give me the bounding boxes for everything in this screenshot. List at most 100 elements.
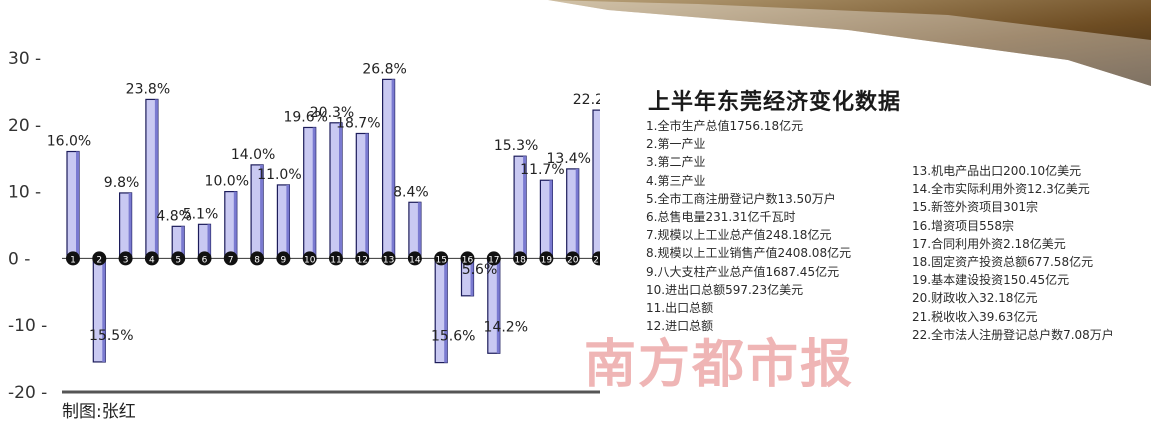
bar-number-label: 14: [409, 255, 421, 265]
chart-credit: 制图:张红: [62, 402, 136, 422]
bar: [592, 109, 600, 260]
bar-value-label: 8.4%: [393, 184, 429, 200]
bar-number-label: 8: [254, 255, 260, 265]
bar-value-label: 11.0%: [257, 167, 301, 183]
bar-number-label: 12: [357, 255, 368, 265]
legend-item: 10.进出口总额597.23亿美元: [646, 282, 804, 297]
bar-number-badge: [92, 251, 107, 266]
bar-value-label: 16.0%: [47, 134, 91, 150]
bar-value-label: 20.3%: [310, 105, 354, 121]
bar-value-label: 19.6%: [283, 109, 327, 125]
bar-shade: [444, 258, 448, 363]
bar-shade: [496, 258, 500, 354]
legend-item: 16.增资项目558宗: [912, 218, 1014, 233]
bar-shade: [417, 202, 421, 259]
bar-number-badge: [434, 251, 449, 266]
bar-value-label: 26.8%: [362, 61, 406, 77]
bar-number-label: 9: [281, 255, 287, 265]
bar-number-badge: [565, 251, 580, 266]
bar-value-label: 15.3%: [494, 138, 538, 154]
bar-value-label: 14.0%: [231, 147, 275, 163]
bar-number-badge: [407, 251, 422, 266]
bar-value-label: 4.8%: [156, 208, 192, 224]
y-tick-label: -20 -: [8, 383, 47, 403]
bar-shade: [233, 191, 237, 259]
bar-number-badge: [486, 251, 501, 266]
y-axis-ticks: 30 - 20 - 10 - 0 - -10 - -20 -: [8, 49, 47, 403]
legend-item: 5.全市工商注册登记户数13.50万户: [646, 191, 836, 206]
bar-shade: [286, 184, 290, 259]
bar-shade: [391, 79, 395, 259]
bar-number-badge: [66, 251, 80, 266]
chart-title: 上半年东莞经济变化数据: [648, 90, 902, 115]
newspaper-watermark: 南方都市报: [584, 334, 855, 395]
bar-number-badge: [539, 251, 554, 266]
bar-shade: [154, 99, 158, 259]
bar-number-label: 10: [304, 255, 316, 265]
y-tick-label: -10 -: [8, 316, 47, 336]
y-tick-label: 10 -: [8, 183, 41, 203]
bar-value-label: 23.8%: [126, 81, 170, 97]
legend-item: 14.全市实际利用外资12.3亿美元: [912, 182, 1090, 197]
bar-value-labels: 16.0% 15.5% 9.8% 23.8% 4.8%5.1% 10.0% 14.0% 11.…: [47, 61, 600, 344]
bar-shade: [575, 168, 579, 259]
bar-shade: [365, 133, 369, 259]
bar-shade: [549, 180, 553, 259]
bar-number-label: 19: [541, 255, 553, 265]
bar-number-badge: [355, 251, 370, 266]
legend-right-column: 13.机电产品出口200.10亿美元 14.全市实际利用外资12.3亿美元 15.新…: [912, 162, 1114, 344]
bar-number-label: 1: [70, 255, 76, 265]
bar-number-badge: [171, 251, 186, 266]
legend-item: 11.出口总额: [646, 301, 714, 316]
bar-shade: [312, 127, 316, 259]
bar-number-badge: [513, 251, 528, 266]
bar-value-label: 18.7%: [336, 115, 380, 131]
bar-number-label: 15: [435, 255, 446, 265]
bar-value-label: 22.2%: [573, 92, 600, 108]
bar-number-badge: [329, 251, 343, 266]
legend-item: 4.第三产业: [646, 173, 706, 188]
bar-number-label: 3: [123, 255, 129, 265]
bar-value-label: 15.5%: [89, 328, 133, 344]
bar-value-label: 15.6%: [431, 329, 475, 345]
bar-number-badge: [144, 251, 159, 266]
bar-number-badge: [197, 251, 212, 266]
bar-number-label: 18: [514, 255, 526, 265]
bar-number-label: 11: [330, 255, 341, 265]
legend-left-column: 1.全市生产总值1756.18亿元 2.第一产业 3.第二产业 4.第三产业 5.全市工…: [646, 117, 851, 335]
bar-number-badge: [592, 251, 600, 266]
bar-number-badge: [223, 251, 238, 266]
bar-shade: [102, 258, 106, 362]
legend-item: 18.固定资产投资总额677.58亿元: [912, 255, 1094, 270]
bar-number-label: 2: [96, 255, 102, 265]
bar-value-label: 5.6%: [462, 262, 498, 278]
bar-number-label: 7: [228, 255, 234, 265]
paper-corner-shadow: [548, 0, 1151, 86]
bar-number-badge: [460, 251, 475, 266]
bar-shade: [181, 226, 185, 259]
legend-item: 1.全市生产总值1756.18亿元: [646, 119, 804, 133]
legend-item: 19.基本建设投资150.45亿元: [912, 273, 1070, 288]
legend-item: 7.规模以上工业总产值248.18亿元: [646, 228, 832, 243]
bar-number-label: 6: [202, 255, 208, 265]
legend-item: 15.新签外资项目301宗: [912, 200, 1038, 215]
bar-number-label: 20: [567, 255, 579, 265]
bar-shade: [128, 192, 132, 259]
legend-item: 13.机电产品出口200.10亿美元: [912, 164, 1082, 178]
bar-number-badge: [250, 251, 265, 266]
y-tick-label: 30 -: [8, 49, 41, 69]
bar-value-label: 9.8%: [104, 175, 140, 191]
bar-number-label: 5: [175, 255, 181, 265]
legend-item: 17.合同利用外资2.18亿美元: [912, 236, 1066, 251]
bar-number-markers: 12345678910111213141516171819202122: [66, 251, 600, 266]
bar-number-badge: [118, 251, 133, 266]
bar-value-label: 14.2%: [484, 319, 528, 335]
legend-item: 21.税收收入39.63亿元: [912, 309, 1038, 324]
bar-value-label: 5.1%: [183, 206, 219, 222]
bar-value-label: 11.7%: [520, 162, 564, 178]
bar-number-label: 16: [462, 255, 474, 265]
y-tick-label: 20 -: [8, 116, 41, 136]
legend-item: 8.规模以上工业销售产值2408.08亿元: [646, 246, 852, 261]
bar-shade: [523, 156, 527, 259]
bar-shade: [339, 122, 342, 259]
